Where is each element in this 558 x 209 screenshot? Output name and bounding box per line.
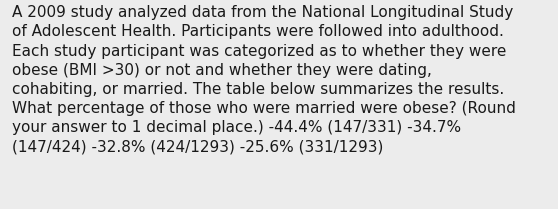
Text: A 2009 study analyzed data from the National Longitudinal Study
of Adolescent He: A 2009 study analyzed data from the Nati… [12, 5, 516, 155]
